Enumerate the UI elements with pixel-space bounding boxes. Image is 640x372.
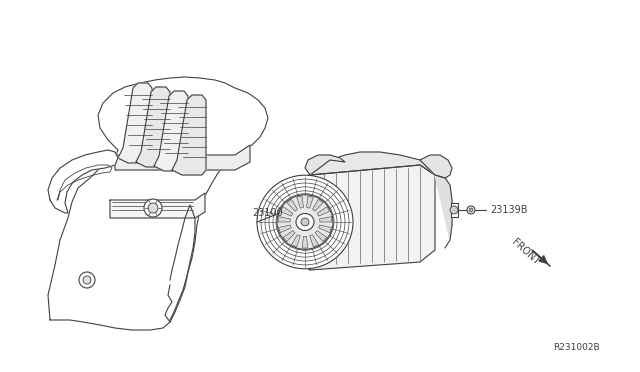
Circle shape (148, 203, 158, 213)
Polygon shape (317, 206, 330, 216)
Polygon shape (154, 91, 188, 171)
Polygon shape (305, 155, 345, 175)
Polygon shape (310, 152, 435, 175)
Polygon shape (136, 87, 170, 167)
Text: R231002B: R231002B (554, 343, 600, 353)
Polygon shape (278, 225, 291, 232)
Circle shape (79, 272, 95, 288)
Text: FRONT: FRONT (510, 237, 541, 266)
Polygon shape (315, 231, 327, 241)
Polygon shape (115, 145, 250, 170)
Polygon shape (287, 199, 298, 211)
Polygon shape (110, 193, 205, 218)
Circle shape (450, 206, 458, 214)
Polygon shape (312, 199, 323, 211)
Text: 23139B: 23139B (490, 205, 527, 215)
Circle shape (469, 208, 473, 212)
Circle shape (83, 276, 91, 284)
Polygon shape (172, 95, 206, 175)
Polygon shape (435, 175, 452, 240)
Ellipse shape (277, 195, 333, 249)
Polygon shape (48, 77, 268, 330)
Polygon shape (302, 237, 308, 248)
Ellipse shape (257, 175, 353, 269)
Polygon shape (307, 196, 314, 208)
Polygon shape (420, 155, 452, 178)
Polygon shape (291, 235, 300, 247)
Polygon shape (319, 225, 332, 232)
Polygon shape (310, 235, 319, 247)
Polygon shape (283, 231, 295, 241)
Polygon shape (48, 150, 118, 213)
Polygon shape (278, 217, 291, 222)
Polygon shape (295, 165, 435, 270)
FancyBboxPatch shape (451, 203, 458, 217)
Circle shape (467, 206, 475, 214)
Polygon shape (297, 196, 303, 208)
Polygon shape (280, 206, 293, 216)
Circle shape (144, 199, 162, 217)
Ellipse shape (301, 218, 309, 226)
Text: 23100: 23100 (252, 208, 283, 218)
Polygon shape (118, 83, 152, 163)
Ellipse shape (296, 214, 314, 231)
Polygon shape (319, 217, 332, 222)
